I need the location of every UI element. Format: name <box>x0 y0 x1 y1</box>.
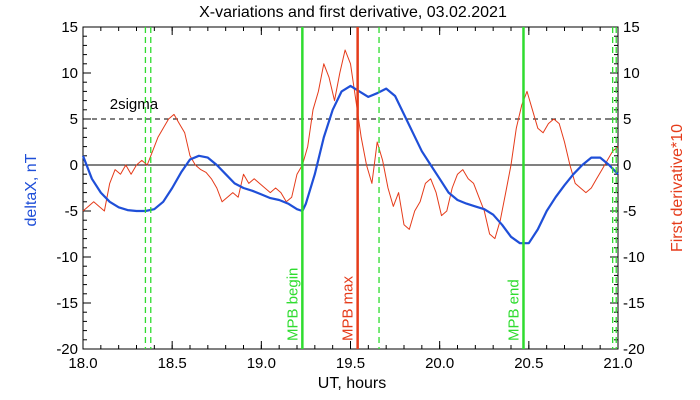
y-tick-label-right-2: 5 <box>623 111 631 128</box>
y-tick-label-right-1: 10 <box>623 65 640 82</box>
y-tick-label-left-3: 0 <box>70 157 78 174</box>
x-tick-label-4: 20.0 <box>425 355 454 372</box>
vertical-line-label-5: MPB end <box>505 279 522 341</box>
y-tick-label-left-6: -15 <box>56 295 78 312</box>
series-line-deltax <box>81 84 619 245</box>
y-tick-label-left-1: 10 <box>61 65 78 82</box>
y-tick-label-left-5: -10 <box>56 249 78 266</box>
x-tick-label-6: 21.0 <box>603 355 632 372</box>
x-tick-label-5: 20.5 <box>514 355 543 372</box>
y-tick-label-left-0: 15 <box>61 19 78 36</box>
vertical-line-label-2: MPB begin <box>284 268 301 341</box>
y-tick-label-right-0: 15 <box>623 19 640 36</box>
sigma-label: 2sigma <box>110 96 159 113</box>
x-tick-label-3: 19.5 <box>336 355 365 372</box>
series-line-derivative <box>82 49 619 240</box>
y-tick-label-left-4: -5 <box>65 203 78 220</box>
y-tick-label-right-5: -10 <box>623 249 645 266</box>
x-tick-label-1: 18.5 <box>158 355 187 372</box>
x-tick-label-2: 19.0 <box>247 355 276 372</box>
vertical-line-label-3: MPB max <box>340 275 357 341</box>
y-tick-label-right-6: -15 <box>623 295 645 312</box>
right-y-axis-label: First derivative*10 <box>669 124 686 252</box>
y-tick-label-left-2: 5 <box>70 111 78 128</box>
chart-title: X-variations and first derivative, 03.02… <box>199 4 507 21</box>
x-axis-label: UT, hours <box>318 375 386 392</box>
y-tick-label-right-7: -20 <box>623 341 645 358</box>
y-tick-label-right-4: -5 <box>623 203 636 220</box>
left-y-axis-label: deltaX, nT <box>23 153 40 226</box>
y-tick-label-left-7: -20 <box>56 341 78 358</box>
x-tick-label-0: 18.0 <box>68 355 97 372</box>
y-tick-label-right-3: 0 <box>623 157 631 174</box>
